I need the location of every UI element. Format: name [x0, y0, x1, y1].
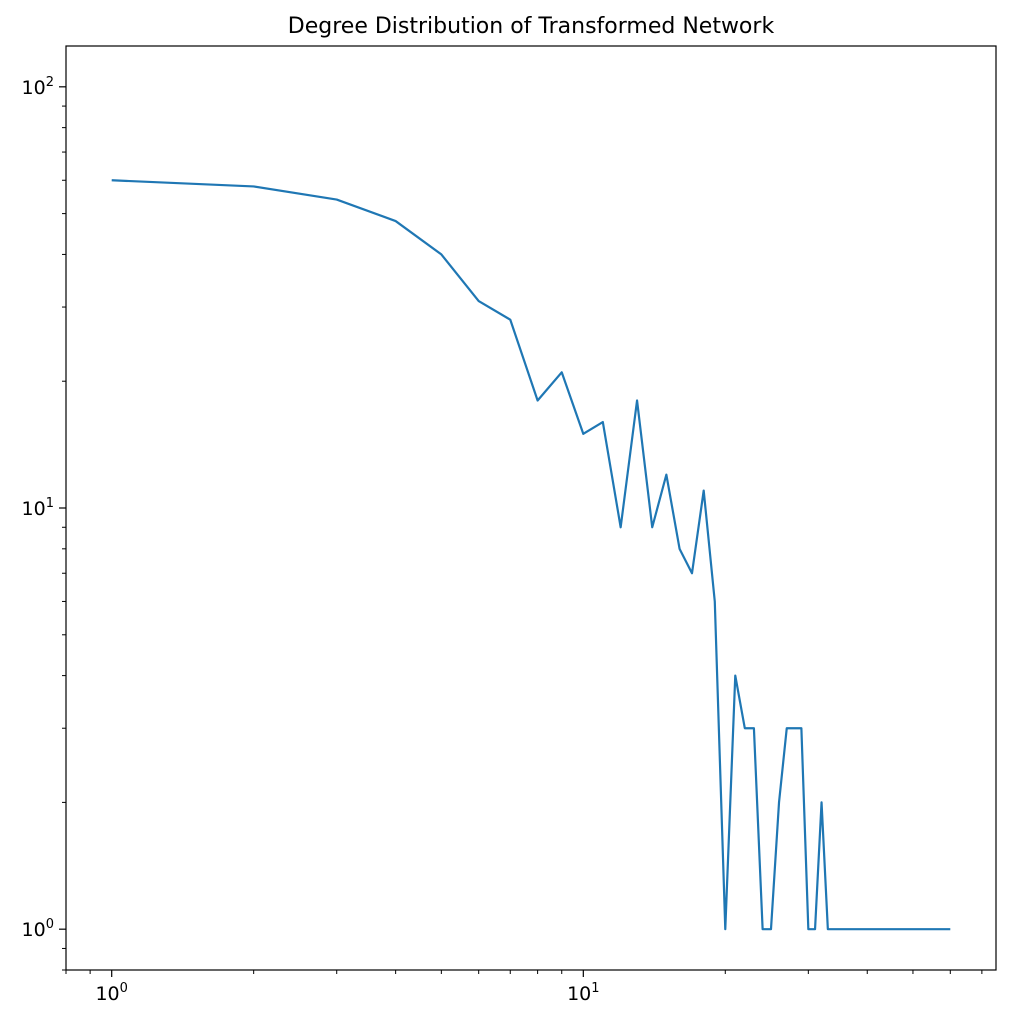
y-tick-label: 102 — [22, 75, 54, 99]
x-tick-label: 100 — [95, 981, 127, 1005]
axis-ticks: 100 101 100 101 102 — [22, 75, 983, 1005]
series-line-0 — [111, 179, 951, 931]
chart-title: Degree Distribution of Transformed Netwo… — [288, 14, 775, 39]
axes-frame — [65, 45, 997, 971]
x-tick-label: 101 — [567, 981, 599, 1005]
y-tick-label: 101 — [22, 496, 54, 520]
y-tick-label: 100 — [22, 917, 54, 941]
plot-area — [111, 179, 951, 931]
